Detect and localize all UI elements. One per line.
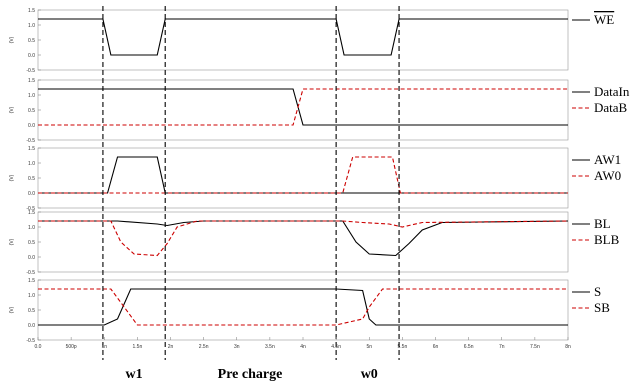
y-axis-label: (V) (9, 238, 15, 245)
y-tick-label: 1.0 (28, 293, 35, 299)
phase-label-w1: w1 (126, 367, 143, 382)
x-tick-label: 500p (66, 344, 77, 350)
y-tick-label: 0.0 (28, 255, 35, 261)
x-tick-label: 4.5n (331, 344, 341, 350)
x-tick-label: 5n (366, 344, 372, 350)
y-tick-label: -0.5 (26, 206, 35, 212)
y-axis-label: (V) (9, 306, 15, 313)
y-tick-label: -0.5 (26, 138, 35, 144)
y-axis-label: (V) (9, 174, 15, 181)
y-tick-label: 1.0 (28, 93, 35, 99)
phase-label-w0: w0 (361, 367, 378, 382)
series-line-sb (38, 288, 568, 326)
series-line-aw1 (38, 156, 568, 194)
series-line-blb (38, 220, 569, 257)
y-tick-label: 0.0 (28, 53, 35, 59)
x-tick-label: 0.0 (35, 344, 42, 350)
legend-label-blb: BLB (594, 232, 620, 247)
x-tick-label: 7n (499, 344, 505, 350)
y-tick-label: 1.5 (28, 210, 35, 216)
phase-markers-group (102, 6, 400, 360)
legend-label-bl: BL (594, 216, 611, 231)
y-tick-label: 0.5 (28, 240, 35, 246)
x-tick-label: 3n (234, 344, 240, 350)
y-axis-label: (V) (9, 106, 15, 113)
y-axis-label: (V) (9, 36, 15, 43)
y-tick-label: 1.5 (28, 278, 35, 284)
phase-labels-group: w1 Pre charge w0 (126, 367, 378, 382)
x-tick-label: 8n (565, 344, 571, 350)
y-tick-label: 1.5 (28, 78, 35, 84)
x-tick-label: 4n (300, 344, 306, 350)
panel-1: -0.5 0.0 0.5 1.0 1.5 (V) WE (9, 8, 614, 74)
y-tick-label: 0.5 (28, 38, 35, 44)
x-tick-labels-group: 0.0 500p 1n 1.5n 2n 2.5n 3n 3.5n 4n 4.5n 5n 5.5n 6n 6… (35, 337, 571, 350)
series-line-datain (38, 88, 568, 126)
legend-label-datab: DataB (594, 100, 628, 115)
x-tick-label: 1n (101, 344, 107, 350)
x-tick-label: 6.5n (464, 344, 474, 350)
y-tick-label: 0.5 (28, 176, 35, 182)
x-tick-label: 2n (168, 344, 174, 350)
legend-label-s: S (594, 284, 601, 299)
y-tick-label: -0.5 (26, 338, 35, 344)
x-tick-label: 2.5n (199, 344, 209, 350)
legend-label-we: WE (594, 12, 614, 27)
x-tick-label: 1.5n (133, 344, 143, 350)
legend-label-aw1: AW1 (594, 152, 621, 167)
series-line-bl (38, 220, 569, 257)
series-line-s (38, 288, 568, 326)
y-tick-label: -0.5 (26, 270, 35, 276)
x-tick-label: 7.5n (530, 344, 540, 350)
legend-label-aw0: AW0 (594, 168, 621, 183)
legend-label-datain: DataIn (594, 84, 630, 99)
y-tick-label: 1.0 (28, 23, 35, 29)
y-tick-label: 0.0 (28, 191, 35, 197)
series-line-aw0 (38, 156, 568, 194)
panel-5: -0.5 0.0 0.5 1.0 1.5 (V) SSB (9, 278, 610, 344)
legend-label-sb: SB (594, 300, 610, 315)
y-tick-label: 0.0 (28, 123, 35, 129)
x-tick-label: 5.5n (398, 344, 408, 350)
y-tick-label: 1.5 (28, 8, 35, 14)
series-line-we (38, 18, 568, 56)
y-tick-label: 0.5 (28, 308, 35, 314)
y-tick-label: 1.5 (28, 146, 35, 152)
y-tick-label: 1.0 (28, 225, 35, 231)
y-tick-label: 1.0 (28, 161, 35, 167)
y-tick-label: -0.5 (26, 68, 35, 74)
x-tick-label: 3.5n (265, 344, 275, 350)
x-tick-label: 6n (433, 344, 439, 350)
y-tick-label: 0.0 (28, 323, 35, 329)
y-tick-label: 0.5 (28, 108, 35, 114)
series-line-datab (38, 88, 568, 126)
phase-label-pre-charge: Pre charge (218, 367, 283, 382)
panels-group: -0.5 0.0 0.5 1.0 1.5 (V) WE -0.5 0.0 0.5 1.0 1.5 (V)… (9, 8, 630, 344)
